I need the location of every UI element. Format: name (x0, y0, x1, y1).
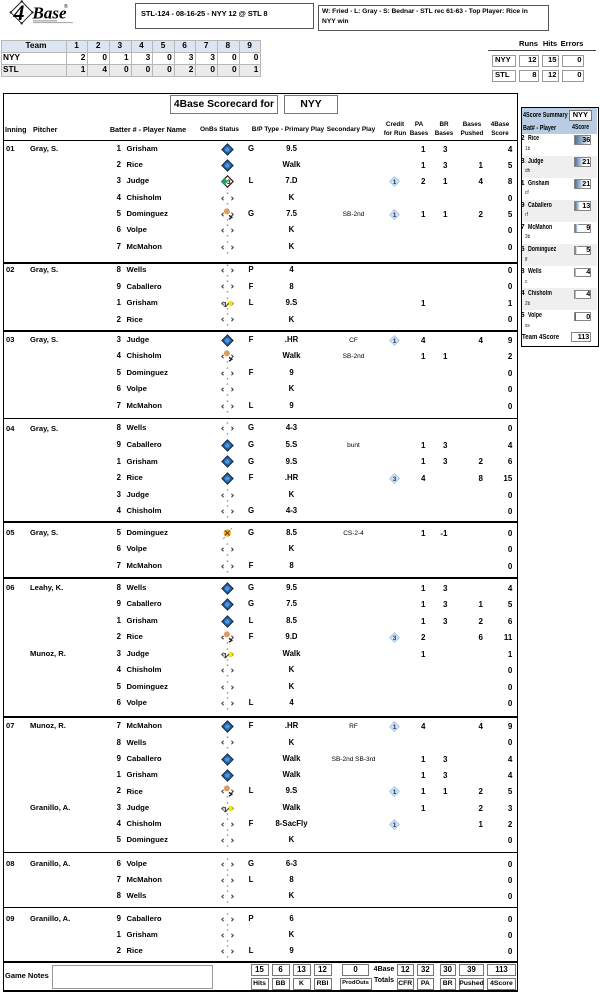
svg-text:1: 1 (223, 806, 227, 813)
svg-text:4: 4 (13, 0, 25, 25)
svg-text:3: 3 (393, 635, 397, 642)
svg-text:1: 1 (393, 724, 397, 731)
svg-text:1: 1 (223, 652, 227, 659)
svg-text:3: 3 (393, 476, 397, 483)
svg-text:1: 1 (393, 212, 397, 219)
svg-text:1: 1 (393, 822, 397, 829)
svg-text:1: 1 (393, 789, 397, 796)
svg-text:1: 1 (223, 301, 227, 308)
svg-text:®: ® (64, 3, 68, 10)
svg-text:1: 1 (393, 179, 397, 186)
svg-text:1: 1 (393, 338, 397, 345)
svg-text:Base: Base (32, 4, 67, 23)
svg-text:3: 3 (227, 179, 231, 186)
